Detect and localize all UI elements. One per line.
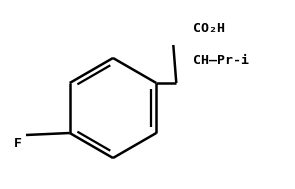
Text: CO₂H: CO₂H xyxy=(193,22,225,35)
Text: F: F xyxy=(14,137,22,150)
Text: CH—Pr-i: CH—Pr-i xyxy=(193,54,249,67)
